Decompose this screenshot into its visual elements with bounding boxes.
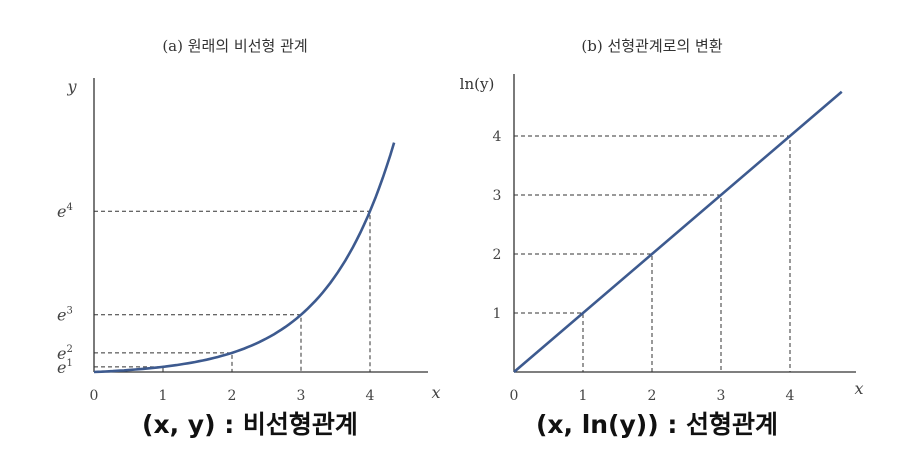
- panel-a-series-line: [93, 142, 396, 374]
- panel-b-guide-1: [514, 312, 584, 372]
- panel-b-y-tick-2: 2: [493, 247, 502, 263]
- panel-b-y-tick-3: 3: [493, 188, 502, 204]
- panel-b-x-tick-4: 4: [786, 388, 795, 404]
- panel-b-title: (b) 선형관계로의 변환: [581, 37, 722, 55]
- panel-a-ylabel: y: [66, 77, 77, 96]
- panel-a-x-tick-1: 1: [159, 388, 168, 404]
- panel-a-y-tick-e3: e3: [57, 306, 73, 325]
- panel-a-caption: (x, y) : 비선형관계: [142, 410, 358, 439]
- panel-b-x-tick-2: 2: [648, 388, 657, 404]
- panel-a-guide-3: [94, 314, 302, 372]
- panel-a-x-tick-4: 4: [366, 388, 375, 404]
- panel-a-y-tick-e1: e1: [57, 358, 73, 377]
- panel-b-xlabel: x: [854, 379, 863, 398]
- panel-a-guides: [94, 210, 371, 372]
- panel-b-guide-2: [514, 253, 653, 372]
- panel-b-caption: (x, ln(y)) : 선형관계: [536, 410, 778, 439]
- panel-a-title: (a) 원래의 비선형 관계: [162, 37, 307, 55]
- panel-b-ylabel: ln(y): [460, 75, 495, 93]
- panel-b-y-tick-1: 1: [493, 306, 502, 322]
- panel-a-x-tick-0: 0: [90, 388, 99, 404]
- panel-a-x-tick-2: 2: [228, 388, 237, 404]
- panel-b-x-ticks: 0 1 2 3 4: [510, 388, 795, 404]
- panel-a-x-tick-3: 3: [297, 388, 306, 404]
- panel-a-guide-4: [94, 210, 371, 372]
- panel-b-y-ticks: 1 2 3 4: [493, 129, 502, 322]
- panel-a-xlabel: x: [431, 383, 440, 402]
- panel-a-x-ticks: 0 1 2 3 4: [90, 388, 375, 404]
- panel-b-series-line: [513, 90, 843, 373]
- panel-a-y-tick-e2: e2: [57, 344, 73, 363]
- panel-b: (b) 선형관계로의 변환 ln(y) x 0 1 2 3 4 1 2 3 4 (x, ln(…: [460, 37, 864, 439]
- panel-b-x-tick-1: 1: [579, 388, 588, 404]
- panel-a-guide-1: [94, 366, 164, 372]
- panel-b-x-tick-3: 3: [717, 388, 726, 404]
- panel-a-guide-2: [94, 352, 233, 372]
- panel-b-x-tick-0: 0: [510, 388, 519, 404]
- panel-a-y-tick-e4: e4: [57, 202, 73, 221]
- panel-b-y-tick-4: 4: [493, 129, 502, 145]
